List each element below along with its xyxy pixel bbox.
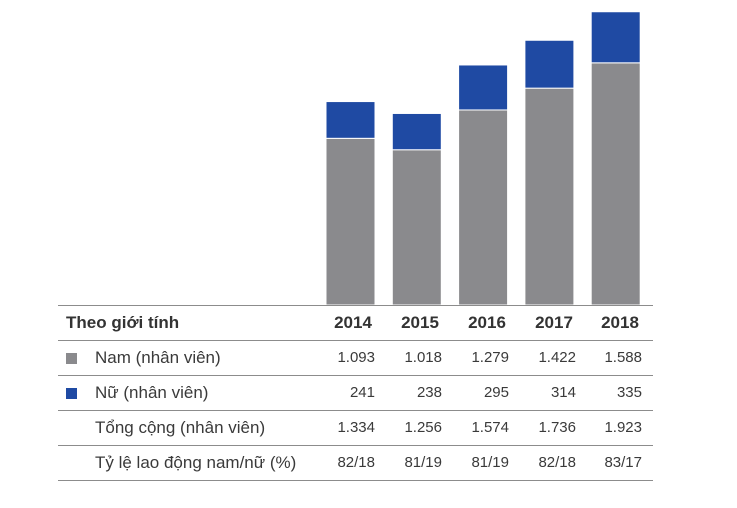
cell: 1.588 <box>604 349 642 366</box>
table-row-female: Nữ (nhân viên) 241 238 295 314 335 <box>58 376 653 411</box>
bar-female-2015 <box>391 112 442 151</box>
cell: 238 <box>416 384 442 401</box>
table-row-male: Nam (nhân viên) 1.093 1.018 1.279 1.422 … <box>58 341 653 376</box>
cell: 1.736 <box>538 419 576 436</box>
row-label: Tỷ lệ lao động nam/nữ (%) <box>95 453 297 472</box>
table-header-row: Theo giới tính 2014 2015 2016 2017 2018 <box>58 305 653 341</box>
year-header-2016: 2016 <box>468 313 506 332</box>
gender-table: Theo giới tính 2014 2015 2016 2017 2018 … <box>58 305 653 481</box>
bar-female-2018 <box>590 11 641 64</box>
cell: 82/18 <box>538 454 576 471</box>
cell: 82/18 <box>337 454 375 471</box>
cell: 1.018 <box>404 349 442 366</box>
table-row-ratio: Tỷ lệ lao động nam/nữ (%) 82/18 81/19 81… <box>58 446 653 481</box>
stacked-bar-chart <box>325 11 641 305</box>
female-legend-swatch <box>66 388 77 399</box>
table-row-total: Tổng cộng (nhân viên) 1.334 1.256 1.574 … <box>58 411 653 446</box>
cell: 1.422 <box>538 349 576 366</box>
row-label: Tổng cộng (nhân viên) <box>95 418 266 437</box>
bar-male-2016 <box>458 109 509 305</box>
bar-female-2017 <box>524 39 575 89</box>
cell: 335 <box>616 384 642 401</box>
male-legend-swatch <box>66 353 77 364</box>
cell: 241 <box>349 384 375 401</box>
cell: 1.923 <box>604 419 642 436</box>
bar-male-2018 <box>590 62 641 305</box>
year-header-2014: 2014 <box>334 313 372 332</box>
row-label: Nữ (nhân viên) <box>95 383 209 402</box>
year-header-2018: 2018 <box>601 313 639 332</box>
cell: 295 <box>483 384 509 401</box>
bar-female-2014 <box>325 101 376 139</box>
year-header-2015: 2015 <box>401 313 439 332</box>
header-label: Theo giới tính <box>66 313 180 332</box>
cell: 83/17 <box>604 454 642 471</box>
row-label: Nam (nhân viên) <box>95 348 221 367</box>
cell: 81/19 <box>404 454 442 471</box>
bar-male-2015 <box>391 149 442 305</box>
cell: 1.256 <box>404 419 442 436</box>
cell: 1.334 <box>337 419 375 436</box>
year-header-2017: 2017 <box>535 313 573 332</box>
bar-female-2016 <box>458 64 509 111</box>
cell: 81/19 <box>471 454 509 471</box>
bar-male-2014 <box>325 137 376 305</box>
bar-male-2017 <box>524 87 575 305</box>
cell: 1.093 <box>337 349 375 366</box>
cell: 1.279 <box>471 349 509 366</box>
cell: 314 <box>550 384 576 401</box>
cell: 1.574 <box>471 419 509 436</box>
